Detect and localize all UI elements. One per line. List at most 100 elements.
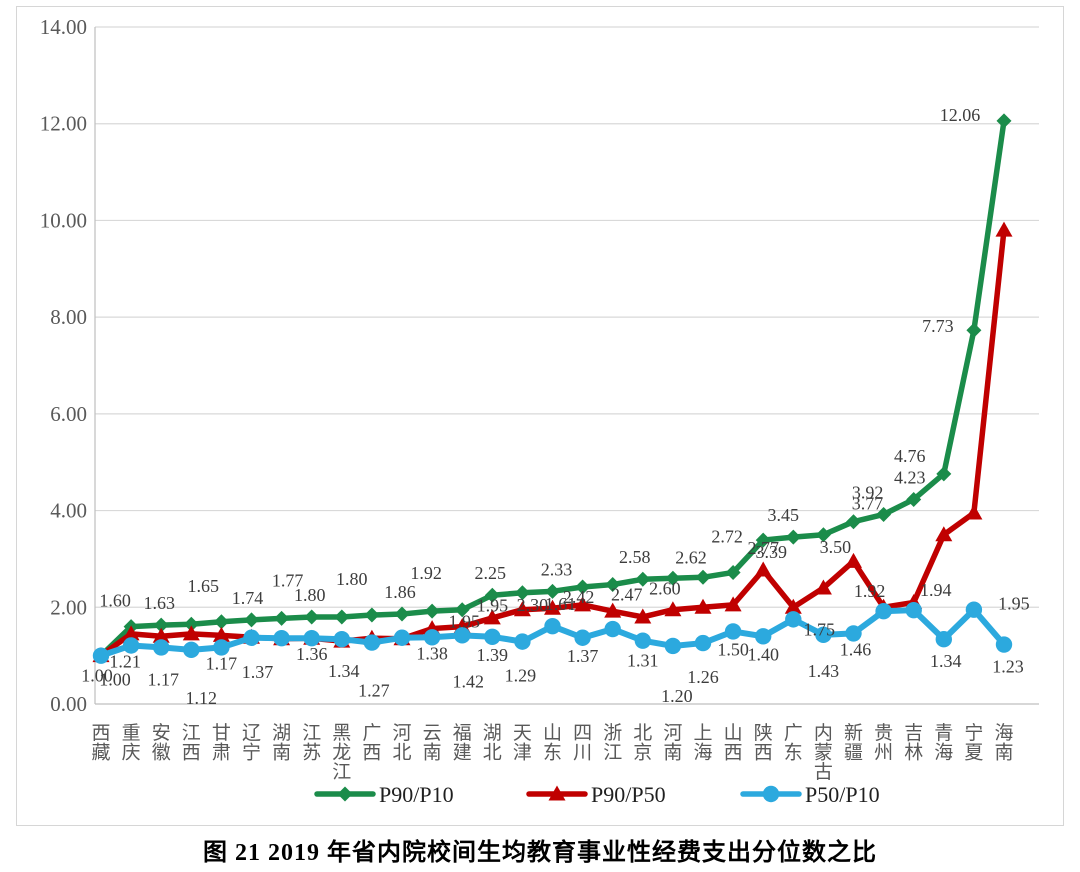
data-label: 1.95 [998,594,1030,614]
y-tick-label: 14.00 [40,15,87,39]
data-point [845,625,862,642]
data-point [785,529,801,545]
data-point [755,532,771,548]
data-point [545,583,560,599]
data-point [936,466,952,482]
data-label: 1.40 [747,644,779,664]
data-label: 3.39 [755,542,787,562]
legend-item-P90/P10: P90/P10 [314,782,454,807]
data-label: 2.58 [619,547,651,567]
data-label: 1.17 [206,653,238,673]
x-tick-label: 青海 [934,722,953,764]
legend: P90/P10 P90/P50 P50/P10 [314,782,880,807]
data-point [665,570,681,586]
data-label: 1.20 [661,686,693,706]
data-point [363,634,381,651]
data-point [514,585,530,601]
data-point [724,623,742,640]
chart-frame: 0.00 2.00 4.00 6.00 8.00 10.00 12.00 14.00 西藏 重庆安… [16,6,1064,826]
data-label: 1.61 [545,594,577,614]
data-point [784,598,802,614]
data-label: 1.63 [143,593,175,613]
data-point [634,632,651,649]
data-label: 1.80 [336,569,368,589]
data-label: 1.65 [188,576,220,596]
data-point [513,601,531,617]
x-tick-label: 山东 [543,722,562,764]
x-tick-label: 内蒙古 [814,722,833,783]
data-label: 1.31 [627,651,659,671]
x-tick-label: 福建 [453,722,472,764]
data-point [153,617,169,633]
data-point [605,577,621,593]
x-tick-label: 海南 [994,722,1013,764]
data-point [303,630,320,647]
data-label: 1.42 [452,671,484,691]
data-label: 7.73 [922,316,954,336]
x-tick-label: 宁夏 [964,722,983,764]
data-label: 1.34 [328,661,360,681]
y-tick-label: 4.00 [50,499,87,523]
data-point [514,633,531,650]
data-label: 1.00 [81,666,113,686]
data-point [754,561,772,577]
data-label: 3.92 [852,482,884,502]
data-label: 1.37 [567,646,599,666]
data-label: 1.17 [147,669,179,689]
data-point [213,639,230,656]
data-point [996,113,1012,129]
data-point [815,527,831,543]
x-tick-label: 安徽 [152,722,171,764]
data-point [394,606,410,622]
legend-label: P90/P50 [591,782,666,807]
data-point [664,601,682,617]
data-label: 3.77 [852,494,884,514]
data-point [183,616,199,632]
data-point [965,601,983,618]
data-point [122,637,140,654]
data-point [212,626,230,642]
x-tick-label: 新疆 [844,722,863,764]
legend-label: P50/P10 [805,782,880,807]
data-point [574,596,592,612]
data-point [243,629,260,646]
data-label: 1.23 [992,657,1024,677]
data-label: 1.38 [416,643,448,663]
data-label: 1.27 [358,681,390,701]
data-label: 1.60 [99,591,131,611]
data-point [244,612,259,628]
y-tick-label: 10.00 [40,208,87,232]
data-label: 1.75 [804,619,836,639]
series-P90/P10 [93,113,1012,664]
x-tick-label: 上海 [693,722,712,764]
data-point [274,610,290,626]
data-point [762,785,780,803]
data-point [695,569,711,585]
data-point [484,628,501,645]
data-point [484,587,500,603]
chart-canvas: 0.00 2.00 4.00 6.00 8.00 10.00 12.00 14.00 西藏重庆安… [40,15,1039,807]
x-tick-label: 江苏 [302,722,321,764]
data-label: 1.43 [808,661,840,681]
data-label: 3.45 [768,505,800,525]
data-label: 2.77 [747,538,779,558]
x-tick-label: 云南 [423,723,442,764]
x-tick-label: 辽宁 [242,722,261,764]
data-point [846,514,861,530]
series-P50/P10 [92,601,1013,664]
data-label: 1.21 [109,651,141,671]
data-point [966,322,982,338]
data-point [334,609,350,625]
data-label: 1.95 [448,612,480,632]
data-label: 1.77 [272,570,304,590]
data-point [423,629,441,646]
data-point [906,491,922,507]
data-label: 1.36 [296,644,328,664]
data-point [785,611,802,628]
data-point [454,627,471,644]
data-label: 1.37 [242,662,274,682]
data-label: 1.74 [232,588,264,608]
data-label: 2.42 [563,587,595,607]
data-point [483,609,501,625]
data-point [333,631,350,648]
